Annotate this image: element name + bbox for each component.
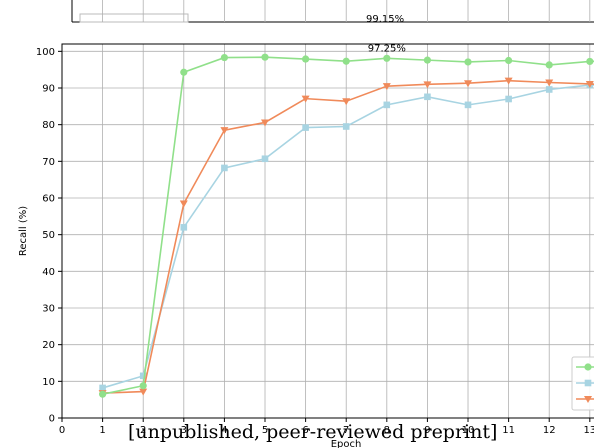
- x-tick-label: 9: [424, 425, 430, 436]
- data-point: [139, 372, 147, 380]
- top-partial-panel: 99.15%: [71, 0, 594, 25]
- legend-entry: [576, 379, 594, 387]
- preprint-watermark: [unpublished, peer-reviewed preprint]: [128, 421, 498, 443]
- x-tick-label: 6: [302, 425, 308, 436]
- data-point: [342, 98, 351, 106]
- data-point: [139, 382, 147, 390]
- data-point: [180, 224, 188, 231]
- y-tick-label: 60: [42, 194, 55, 205]
- x-tick-label: 7: [343, 425, 349, 436]
- top-partial-annotation: 99.15%: [366, 14, 404, 25]
- y-tick-label: 100: [36, 47, 55, 58]
- data-point: [504, 77, 513, 85]
- x-tick-label: 8: [384, 425, 390, 436]
- data-point: [261, 155, 269, 163]
- data-point: [179, 200, 188, 208]
- data-point: [342, 123, 350, 130]
- legend-marker: [584, 363, 592, 371]
- data-point: [220, 127, 229, 135]
- x-tick-label: 12: [543, 425, 556, 436]
- x-axis-ticks: 0 1 2 3 4 5 6 7 8 9 10 11 12 13: [59, 418, 594, 436]
- data-point: [464, 58, 472, 66]
- data-point: [545, 61, 553, 69]
- y-tick-label: 30: [42, 304, 55, 315]
- y-tick-label: 70: [42, 157, 55, 168]
- data-point: [383, 54, 391, 62]
- series-line: [102, 56, 594, 395]
- x-tick-label: 0: [59, 425, 65, 436]
- data-point: [464, 101, 472, 109]
- data-point: [505, 56, 513, 65]
- top-legend-box: [79, 13, 189, 23]
- data-point: [342, 57, 350, 65]
- y-tick-label: 40: [42, 267, 55, 278]
- y-axis-ticks: 0 10 20 30 40 50 60 70 80 90 100: [36, 47, 62, 425]
- data-point: [382, 83, 391, 91]
- legend-marker: [584, 396, 592, 403]
- data-point: [464, 80, 473, 88]
- data-point: [545, 86, 553, 93]
- y-tick-label: 0: [49, 414, 55, 425]
- data-point: [261, 119, 270, 127]
- x-tick-label: 2: [140, 425, 146, 436]
- data-point: [423, 81, 432, 89]
- data-point: [221, 164, 228, 172]
- y-tick-label: 80: [42, 120, 55, 131]
- data-point: [545, 79, 554, 87]
- x-tick-label: 10: [462, 425, 475, 436]
- legend-entry: [576, 396, 594, 403]
- y-tick-label: 50: [42, 230, 55, 241]
- x-tick-label: 3: [181, 425, 187, 436]
- data-point: [261, 53, 269, 61]
- peak-annotation: 97.25%: [368, 43, 406, 54]
- data-point: [139, 388, 148, 396]
- legend: [571, 356, 594, 411]
- x-axis-label: Epoch: [331, 439, 362, 448]
- x-tick-label: 4: [221, 425, 227, 436]
- x-tick-label: 11: [502, 425, 515, 436]
- data-point: [586, 57, 594, 66]
- data-point: [585, 80, 594, 88]
- legend-marker: [584, 379, 592, 387]
- data-point: [302, 124, 309, 131]
- series-line: [102, 84, 594, 389]
- data-point: [383, 101, 391, 109]
- series-line: [102, 79, 594, 394]
- y-axis-label: Recall (%): [18, 206, 29, 256]
- y-tick-label: 90: [42, 84, 55, 95]
- y-tick-label: 20: [42, 340, 55, 351]
- data-point: [180, 68, 188, 76]
- plot-frame: [61, 43, 594, 419]
- data-point: [99, 384, 106, 392]
- data-point: [302, 55, 310, 63]
- series-layer: [98, 53, 594, 398]
- legend-entry: [576, 363, 594, 371]
- x-tick-label: 1: [99, 425, 105, 436]
- data-point: [424, 93, 431, 101]
- data-point: [423, 56, 432, 64]
- series-1: [99, 81, 594, 392]
- grid: [61, 44, 594, 419]
- data-point: [99, 390, 107, 398]
- data-point: [301, 95, 310, 103]
- data-point: [220, 53, 229, 62]
- x-tick-label: 5: [262, 425, 268, 436]
- x-tick-label: 13: [583, 425, 594, 436]
- series-0: [99, 53, 594, 398]
- data-point: [505, 95, 512, 103]
- y-tick-label: 10: [42, 377, 55, 388]
